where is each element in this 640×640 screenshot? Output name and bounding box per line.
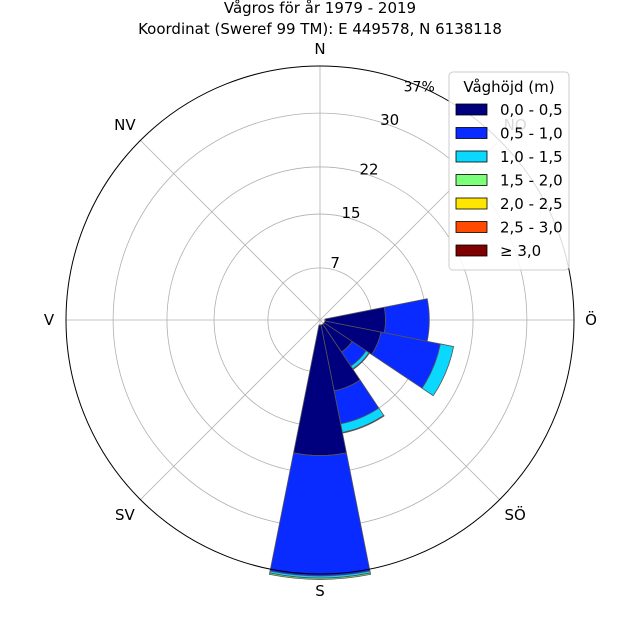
radial-tick-label: 15 [341,204,360,222]
legend-label: 0,0 - 0,5 [500,101,563,119]
direction-label-nv: NV [114,116,136,134]
legend-swatch [455,127,488,139]
legend-swatch [455,174,488,186]
grid-spoke [140,140,321,321]
legend-label: 1,5 - 2,0 [500,172,563,190]
wave-bars [268,298,455,580]
legend-swatch [455,244,488,257]
legend-entries: 0,0 - 0,5 0,5 - 1,0 1,0 - 1,5 1,5 - 2,0 2,0 … [455,101,563,260]
radial-tick-label: 30 [380,111,399,129]
legend-swatch [455,221,488,233]
direction-label-sö: SÖ [504,505,525,524]
direction-label-sv: SV [115,506,136,524]
direction-label-n: N [314,40,325,58]
legend-swatch [455,150,488,163]
direction-label-ö: Ö [585,310,597,329]
direction-label-v: V [44,311,55,329]
legend-title: Våghöjd (m) [463,78,554,96]
legend-label: ≥ 3,0 [500,242,541,260]
radial-max-label: 37% [404,79,435,95]
chart-title: Vågros för år 1979 - 2019 [224,0,416,17]
wave-bar-segment [421,343,455,397]
wave-bar-segment [269,452,371,577]
legend-swatch [455,197,488,210]
legend-label: 0,5 - 1,0 [500,125,563,143]
chart-subtitle: Koordinat (Sweref 99 TM): E 449578, N 61… [138,20,502,38]
legend: Våghöjd (m) 0,0 - 0,5 0,5 - 1,0 1,0 - 1,5 1… [448,71,570,271]
wave-bar-segment [268,572,372,580]
direction-label-s: S [315,582,325,600]
legend-frame [448,71,570,271]
legend-label: 2,5 - 3,0 [500,219,563,237]
grid-spoke [140,319,321,500]
legend-label: 1,0 - 1,5 [500,148,563,166]
radial-tick-labels: 7 15 22 30 37% [330,79,434,272]
legend-label: 2,0 - 2,5 [500,195,563,213]
radial-tick-label: 22 [359,161,378,179]
polar-frame [65,65,575,575]
legend-swatch [455,103,488,116]
radial-tick-label: 7 [330,254,340,272]
